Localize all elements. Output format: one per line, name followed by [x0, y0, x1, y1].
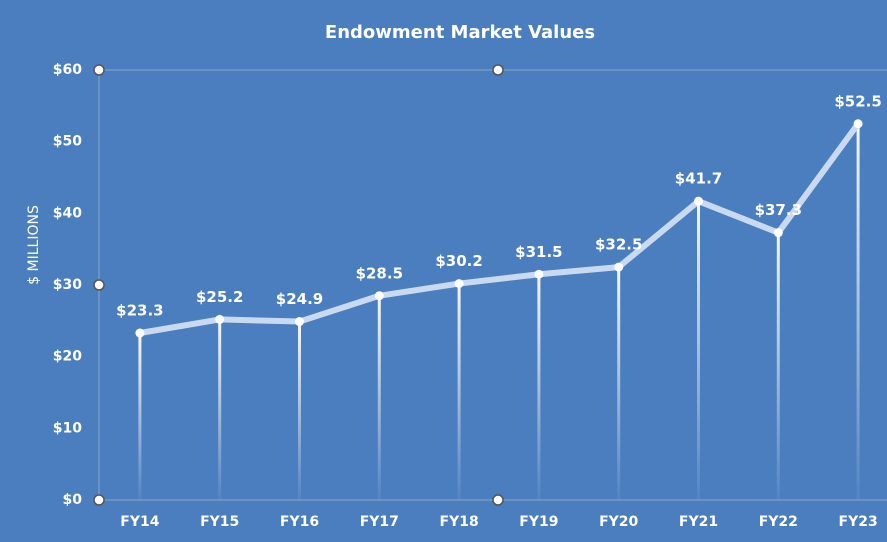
- drop-line: [298, 321, 301, 500]
- data-point: [853, 119, 863, 129]
- drop-line: [457, 283, 461, 500]
- drop-line: [856, 123, 860, 500]
- drop-line: [776, 232, 780, 500]
- y-axis-label: $ MILLIONS: [26, 205, 42, 285]
- data-label: $32.5: [595, 236, 642, 254]
- y-tick-label: $40: [53, 205, 82, 221]
- x-tick-label: FY16: [280, 514, 319, 530]
- x-tick-label: FY19: [519, 514, 558, 530]
- x-tick-label: FY17: [360, 514, 399, 530]
- data-label: $30.2: [435, 252, 482, 270]
- y-tick-label: $0: [63, 492, 83, 508]
- x-tick-label: FY18: [440, 514, 479, 530]
- data-point: [454, 279, 464, 289]
- data-point: [534, 269, 544, 279]
- data-label: $37.3: [755, 201, 802, 219]
- data-label: $41.7: [675, 170, 722, 188]
- data-point: [614, 262, 624, 272]
- drop-line: [617, 267, 621, 500]
- drop-line: [377, 295, 381, 500]
- x-tick-label: FY14: [120, 514, 159, 530]
- drop-line: [537, 274, 541, 500]
- y-tick-label: $50: [53, 134, 82, 150]
- selection-handles: [93, 64, 504, 506]
- x-tick-label: FY20: [599, 514, 638, 530]
- chart-title: Endowment Market Values: [325, 22, 595, 43]
- y-tick-label: $20: [53, 349, 82, 365]
- data-label: $23.3: [116, 302, 163, 320]
- data-label: $28.5: [356, 264, 403, 282]
- y-tick-label: $60: [53, 62, 82, 78]
- x-tick-label: FY22: [759, 514, 798, 530]
- data-label: $31.5: [515, 243, 562, 261]
- x-tick-label: FY15: [200, 514, 239, 530]
- drop-line: [138, 333, 142, 500]
- data-point: [694, 196, 703, 206]
- drop-line: [697, 201, 700, 500]
- x-tick-label: FY21: [679, 514, 718, 530]
- drop-line: [218, 319, 222, 500]
- y-tick-label: $30: [53, 277, 82, 293]
- data-point: [295, 317, 304, 327]
- data-point: [773, 228, 783, 238]
- data-point: [135, 328, 145, 338]
- y-tick-label: $10: [53, 420, 82, 436]
- series-line: [139, 121, 861, 336]
- data-point: [215, 314, 225, 324]
- data-point: [374, 291, 384, 301]
- x-tick-label: FY23: [839, 514, 878, 530]
- data-label: $25.2: [196, 288, 243, 306]
- data-label: $24.9: [276, 290, 323, 308]
- data-label: $52.5: [834, 92, 881, 110]
- plot-area: [98, 69, 887, 501]
